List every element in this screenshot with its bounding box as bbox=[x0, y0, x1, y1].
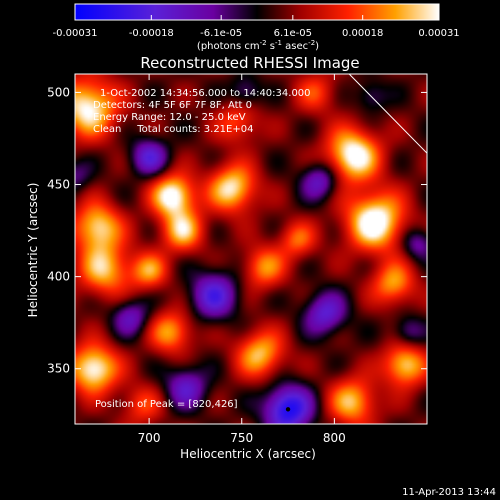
x-tick-label: 750 bbox=[230, 431, 253, 445]
colorbar-tick-label: -6.1e-05 bbox=[200, 28, 242, 39]
colorbar-ticks: -0.00031 -0.00018 -6.1e-05 6.1e-05 0.00018 0.… bbox=[53, 15, 460, 39]
annotation-detectors: Detectors: 4F 5F 6F 7F 8F, Att 0 bbox=[93, 100, 252, 111]
colorbar-tick-label: -0.00031 bbox=[53, 28, 98, 39]
x-axis-label: Heliocentric X (arcsec) bbox=[180, 447, 316, 461]
annotation-energy: Energy Range: 12.0 - 25.0 keV bbox=[93, 112, 246, 123]
y-tick-label: 400 bbox=[47, 270, 70, 284]
colorbar-tick-label: 0.00031 bbox=[418, 28, 459, 39]
x-tick-label: 800 bbox=[323, 431, 346, 445]
y-axis-label: Heliocentric Y (arcsec) bbox=[26, 183, 40, 318]
solar-limb-line bbox=[348, 74, 427, 154]
colorbar-unit-label: (photons cm-2 s-1 asec-2) bbox=[197, 39, 319, 52]
peak-position-label: Position of Peak = [820,426] bbox=[95, 399, 238, 410]
y-tick-label: 450 bbox=[47, 178, 70, 192]
colorbar-tick-label: 6.1e-05 bbox=[274, 28, 312, 39]
colorbar-tick-label: 0.00018 bbox=[342, 28, 383, 39]
colorbar-tick-label: -0.00018 bbox=[129, 28, 174, 39]
colorbar bbox=[74, 3, 440, 21]
annotation-time-range: 1-Oct-2002 14:34:56.000 to 14:40:34.000 bbox=[100, 88, 311, 99]
y-tick-label: 350 bbox=[47, 362, 70, 376]
peak-marker bbox=[285, 407, 291, 412]
chart-title: Reconstructed RHESSI Image bbox=[140, 54, 359, 72]
footer-timestamp: 11-Apr-2013 13:44 bbox=[402, 487, 496, 498]
x-axis-ticks: 700 750 800 bbox=[138, 74, 346, 445]
x-tick-label: 700 bbox=[138, 431, 161, 445]
plot-frame bbox=[74, 73, 428, 425]
y-tick-label: 500 bbox=[47, 85, 70, 99]
heatmap-image bbox=[75, 74, 427, 424]
annotation-clean: Clean Total counts: 3.21E+04 bbox=[93, 124, 253, 135]
y-axis-ticks: 350 400 450 500 bbox=[47, 85, 427, 376]
